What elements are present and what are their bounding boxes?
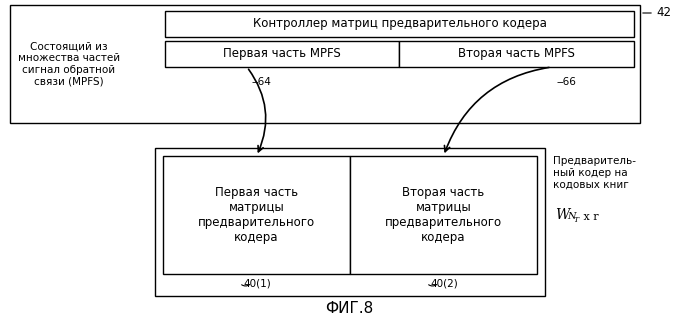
Text: Вторая часть
матрицы
предварительного
кодера: Вторая часть матрицы предварительного ко… [385, 186, 502, 244]
Text: Состоящий из
множества частей
сигнал обратной
связи (MPFS): Состоящий из множества частей сигнал обр… [18, 42, 120, 86]
Text: Первая часть
матрицы
предварительного
кодера: Первая часть матрицы предварительного ко… [198, 186, 315, 244]
Text: ‒66: ‒66 [556, 77, 577, 87]
Text: Вторая часть MPFS: Вторая часть MPFS [458, 48, 575, 61]
Text: 42: 42 [656, 7, 671, 20]
FancyBboxPatch shape [165, 11, 634, 37]
FancyBboxPatch shape [163, 156, 350, 274]
Text: Первая часть MPFS: Первая часть MPFS [223, 48, 341, 61]
Text: 40(2): 40(2) [431, 278, 459, 288]
FancyBboxPatch shape [10, 5, 640, 123]
Text: Предваритель-
ный кодер на
кодовых книг: Предваритель- ный кодер на кодовых книг [553, 156, 636, 189]
FancyBboxPatch shape [155, 148, 545, 296]
FancyBboxPatch shape [399, 41, 634, 67]
Text: N: N [567, 212, 575, 221]
Text: x r: x r [580, 212, 598, 222]
FancyBboxPatch shape [350, 156, 537, 274]
Text: W: W [555, 208, 569, 222]
Text: T: T [574, 216, 579, 224]
Text: 40(1): 40(1) [243, 278, 271, 288]
Text: ФИГ.8: ФИГ.8 [325, 301, 373, 316]
FancyBboxPatch shape [165, 41, 399, 67]
Text: ‒64: ‒64 [252, 77, 272, 87]
Text: Контроллер матриц предварительного кодера: Контроллер матриц предварительного кодер… [252, 18, 547, 31]
